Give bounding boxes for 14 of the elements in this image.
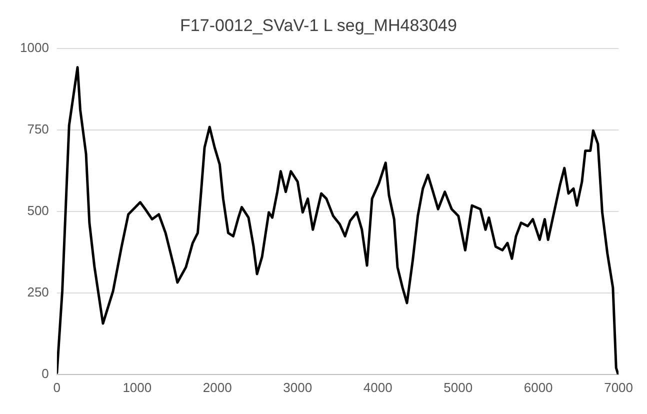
x-tick-label: 2000 — [202, 380, 232, 395]
x-tick-label: 6000 — [524, 380, 553, 395]
y-tick-label: 500 — [27, 202, 49, 218]
x-tick-label: 0 — [53, 380, 61, 395]
x-tick-label: 3000 — [283, 380, 312, 395]
x-tick-label: 5000 — [444, 380, 473, 395]
chart-title: F17-0012_SVaV-1 L seg_MH483049 — [180, 16, 457, 35]
y-tick-label: 1000 — [20, 40, 49, 55]
x-tick-label: 7000 — [604, 380, 633, 395]
y-tick-label: 0 — [42, 366, 49, 381]
y-tick-label: 250 — [27, 284, 49, 300]
x-tick-label: 1000 — [122, 380, 152, 395]
x-tick-label: 4000 — [363, 380, 392, 395]
y-tick-label: 750 — [27, 121, 49, 136]
